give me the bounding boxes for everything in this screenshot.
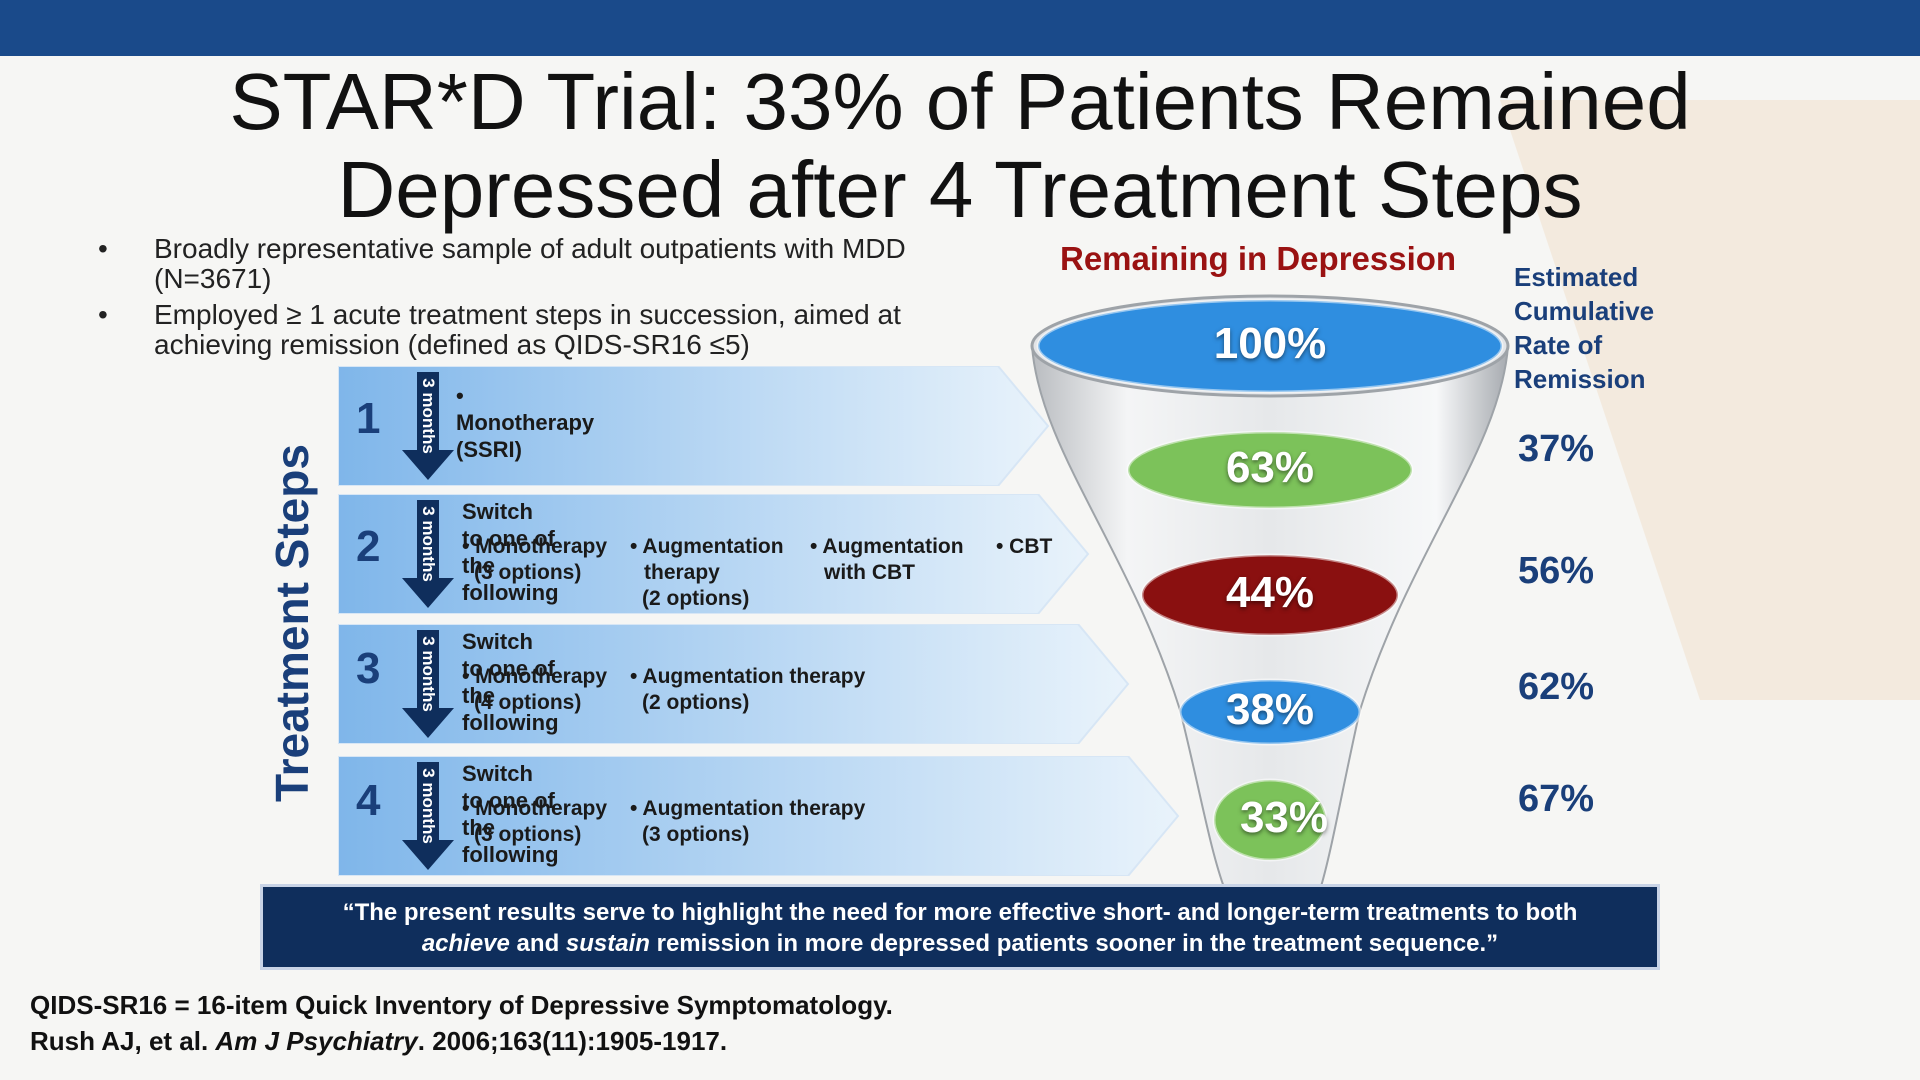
funnel-level-63 [1126,430,1414,510]
citation-authors: Rush AJ, et al. [30,1026,216,1056]
funnel-level-33 [1212,778,1328,862]
citation-journal: Am J Psychiatry [215,1026,418,1056]
step-option: • Monotherapy (3 options) [462,534,607,586]
option-line: • Augmentation therapy [630,797,866,820]
option-line: • Monotherapy [462,535,608,558]
header-bar [0,0,1920,56]
treatment-steps-text: Treatment Steps [266,444,318,802]
bullet-marker: • [98,299,108,330]
funnel-level-100 [1036,298,1504,394]
funnel-graphic [1030,294,1510,891]
heading-line: Remission [1514,364,1646,394]
heading-line: Estimated [1514,262,1639,292]
title-line-2: Depressed after 4 Treatment Steps [337,145,1583,234]
option-line: • CBT [996,535,1053,558]
step-heading: Switch to one of the following [462,499,559,605]
option-line: (2 options) [642,587,750,610]
duration-arrow: 3 months [400,762,456,870]
funnel-level-label: 33% [1239,793,1329,842]
step-option: • Augmentation therapy (3 options) [630,796,865,848]
step-option: • CBT [996,534,1052,560]
option-line: • Augmentation [810,535,964,558]
funnel-level-label: 100% [1213,319,1327,368]
quote-emphasis-achieve: achieve [421,930,510,957]
estimated-remission-heading: Estimated Cumulative Rate of Remission [1514,260,1654,396]
treatment-steps-label: Treatment Steps [266,438,318,808]
bullet-text-line: achieving remission (defined as QIDS-SR1… [154,329,750,360]
step-number: 3 [356,644,381,693]
option-line: (3 options) [474,823,582,846]
option-line: (4 options) [474,691,582,714]
duration-label: 3 months [419,506,438,582]
step-arrow-shape [338,756,1180,876]
option-line: (3 options) [642,823,750,846]
remission-rate-step-1: 37% [1518,428,1595,470]
title-line-1: STAR*D Trial: 33% of Patients Remained [229,57,1691,146]
down-arrow-icon [402,500,454,608]
bullet-marker: • [98,233,108,264]
option-line: • Augmentation [630,535,784,558]
duration-label: 3 months [419,636,438,712]
option-line: with CBT [824,561,915,584]
funnel-title: Remaining in Depression [1060,240,1457,277]
option-line: therapy [644,561,720,584]
step-heading: • Monotherapy (SSRI) [456,383,595,462]
bullet-text-line: Employed ≥ 1 acute treatment steps in su… [154,299,901,330]
heading-line: Cumulative [1514,296,1655,326]
funnel-level-44 [1140,553,1400,637]
step-arrow-shape [338,494,1090,614]
down-arrow-icon [402,630,454,738]
quote-text: and [509,930,566,957]
quote-line-1: “The present results serve to highlight … [342,899,1578,926]
step-number: 1 [356,394,381,443]
step-heading: Switch to one of the following [462,761,559,867]
funnel-level-label: 38% [1225,685,1315,734]
step-option: • Augmentation therapy (2 options) [630,664,865,716]
remission-rate-step-2: 56% [1518,550,1595,592]
step-option: • Monotherapy (4 options) [462,664,607,716]
down-arrow-icon [402,372,454,480]
funnel-level-label: 63% [1225,443,1315,492]
step-number: 2 [356,522,381,571]
bullet-item: • Broadly representative sample of adult… [98,234,998,294]
option-line: (2 options) [642,691,750,714]
footnote-citation: Rush AJ, et al. Am J Psychiatry. 2006;16… [30,1026,727,1057]
step-arrow-shape [338,624,1130,744]
quote-emphasis-sustain: sustain [565,930,650,957]
bullet-list: • Broadly representative sample of adult… [98,234,998,366]
step-heading: Switch to one of the following [462,629,559,735]
duration-arrow: 3 months [400,500,456,608]
step-option: • Augmentation therapy (2 options) [630,534,784,612]
step-arrow-shape [338,366,1050,486]
step-option: • Monotherapy (3 options) [462,796,607,848]
step-number: 4 [356,776,381,825]
funnel-level-38 [1178,678,1362,746]
step-option: • Augmentation with CBT [810,534,964,586]
heading-line: Rate of [1514,330,1603,360]
option-line: • Monotherapy [462,665,608,688]
bullet-item: • Employed ≥ 1 acute treatment steps in … [98,300,998,360]
option-line: • Monotherapy [462,797,608,820]
footnote-abbreviation: QIDS-SR16 = 16-item Quick Inventory of D… [30,990,893,1020]
duration-label: 3 months [419,768,438,844]
bullet-text-line: Broadly representative sample of adult o… [154,233,906,264]
citation-details: . 2006;163(11):1905-1917. [417,1026,728,1056]
quote-line-2: achieve and sustain remission in more de… [263,928,1657,959]
quote-text: remission in more depressed patients soo… [649,930,1499,957]
duration-arrow: 3 months [400,630,456,738]
remission-rate-step-3: 62% [1518,666,1595,708]
bullet-text-line: (N=3671) [154,263,272,294]
option-line: (3 options) [474,561,582,584]
funnel-level-label: 44% [1225,568,1315,617]
duration-label: 3 months [419,378,438,454]
duration-arrow: 3 months [400,372,456,480]
quote-box: “The present results serve to highlight … [260,884,1660,970]
slide-title: STAR*D Trial: 33% of Patients Remained D… [0,58,1920,234]
down-arrow-icon [402,762,454,870]
option-line: • Augmentation therapy [630,665,866,688]
remission-rate-step-4: 67% [1518,778,1595,820]
